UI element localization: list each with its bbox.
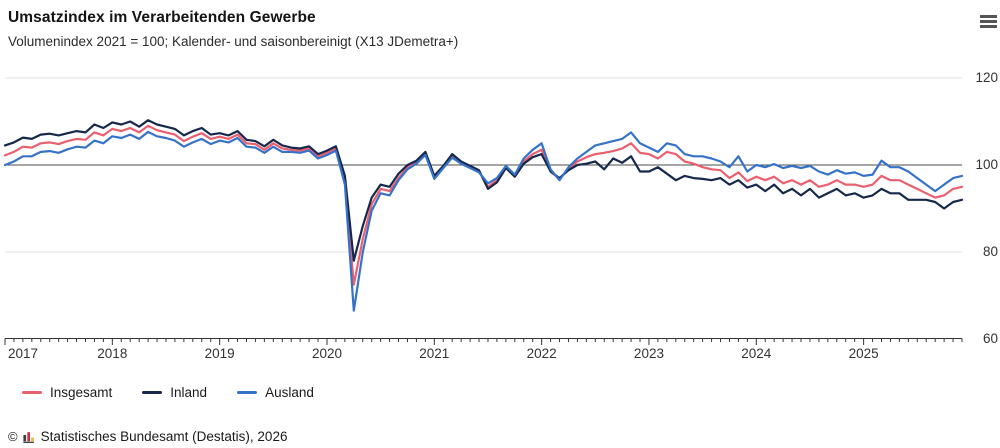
- y-axis-tick-label: 80: [982, 244, 998, 259]
- inland-line-swatch: [142, 391, 163, 394]
- ausland-line-swatch: [237, 391, 258, 394]
- x-axis-year-label: 2021: [419, 346, 450, 361]
- x-axis-year-label: 2022: [526, 346, 557, 361]
- legend-label: Ausland: [265, 385, 314, 400]
- page-title: Umsatzindex im Verarbeitenden Gewerbe: [8, 9, 316, 26]
- x-axis-year-label: 2023: [633, 346, 664, 361]
- legend-label: Insgesamt: [50, 385, 113, 400]
- legend-item-ausland[interactable]: Ausland: [237, 385, 314, 400]
- legend-item-inland[interactable]: Inland: [142, 385, 207, 400]
- source-text: Statistisches Bundesamt (Destatis), 2026: [40, 429, 288, 444]
- x-axis-year-label: 2019: [204, 346, 235, 361]
- hamburger-menu-icon: [980, 14, 997, 28]
- x-axis-year-label: 2017: [8, 346, 39, 361]
- insgesamt-line-swatch: [22, 391, 42, 394]
- destatis-bars-logo-icon: [22, 431, 34, 443]
- y-axis-tick-label: 120: [975, 70, 998, 85]
- y-axis-tick-label: 60: [982, 331, 998, 346]
- y-axis-tick-label: 100: [975, 157, 998, 172]
- page-subtitle: Volumenindex 2021 = 100; Kalender- und s…: [8, 34, 459, 49]
- legend: Insgesamt Inland Ausland: [22, 385, 314, 400]
- chart-context-menu-button[interactable]: [975, 12, 997, 30]
- copyright-symbol: ©: [8, 429, 18, 444]
- x-axis-year-label: 2024: [741, 346, 772, 361]
- x-axis-year-label: 2018: [97, 346, 128, 361]
- x-axis-year-label: 2025: [848, 346, 879, 361]
- y-axis: 120 100 80 60: [966, 0, 1000, 448]
- legend-item-insgesamt[interactable]: Insgesamt: [22, 385, 112, 400]
- source-attribution: © Statistisches Bundesamt (Destatis), 20…: [8, 429, 287, 444]
- x-axis-year-label: 2020: [311, 346, 342, 361]
- legend-label: Inland: [170, 385, 208, 400]
